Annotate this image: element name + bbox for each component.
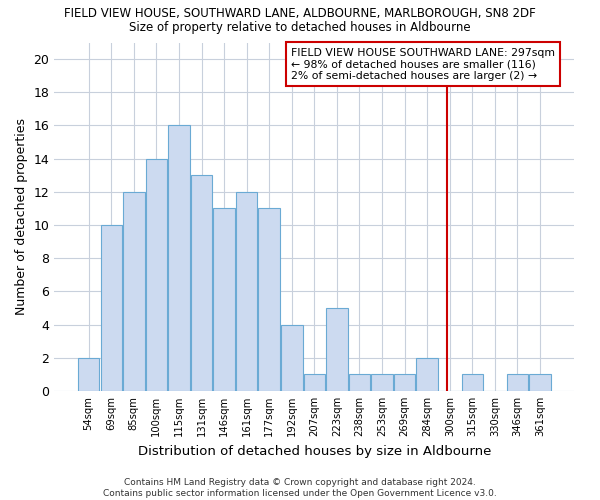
Bar xyxy=(281,324,302,391)
Bar xyxy=(349,374,370,391)
Y-axis label: Number of detached properties: Number of detached properties xyxy=(15,118,28,315)
Bar xyxy=(371,374,393,391)
Bar xyxy=(416,358,438,391)
Text: Size of property relative to detached houses in Aldbourne: Size of property relative to detached ho… xyxy=(129,21,471,34)
Text: FIELD VIEW HOUSE SOUTHWARD LANE: 297sqm
← 98% of detached houses are smaller (11: FIELD VIEW HOUSE SOUTHWARD LANE: 297sqm … xyxy=(291,48,555,81)
Bar xyxy=(123,192,145,391)
Bar xyxy=(78,358,100,391)
Bar xyxy=(394,374,415,391)
Bar xyxy=(168,126,190,391)
Bar xyxy=(101,225,122,391)
Bar xyxy=(304,374,325,391)
Bar xyxy=(507,374,528,391)
Bar xyxy=(214,208,235,391)
Bar xyxy=(461,374,483,391)
Bar xyxy=(529,374,551,391)
Bar xyxy=(146,158,167,391)
Bar xyxy=(259,208,280,391)
Bar xyxy=(236,192,257,391)
Bar xyxy=(191,175,212,391)
Text: FIELD VIEW HOUSE, SOUTHWARD LANE, ALDBOURNE, MARLBOROUGH, SN8 2DF: FIELD VIEW HOUSE, SOUTHWARD LANE, ALDBOU… xyxy=(64,8,536,20)
Bar xyxy=(326,308,347,391)
X-axis label: Distribution of detached houses by size in Aldbourne: Distribution of detached houses by size … xyxy=(137,444,491,458)
Text: Contains HM Land Registry data © Crown copyright and database right 2024.
Contai: Contains HM Land Registry data © Crown c… xyxy=(103,478,497,498)
